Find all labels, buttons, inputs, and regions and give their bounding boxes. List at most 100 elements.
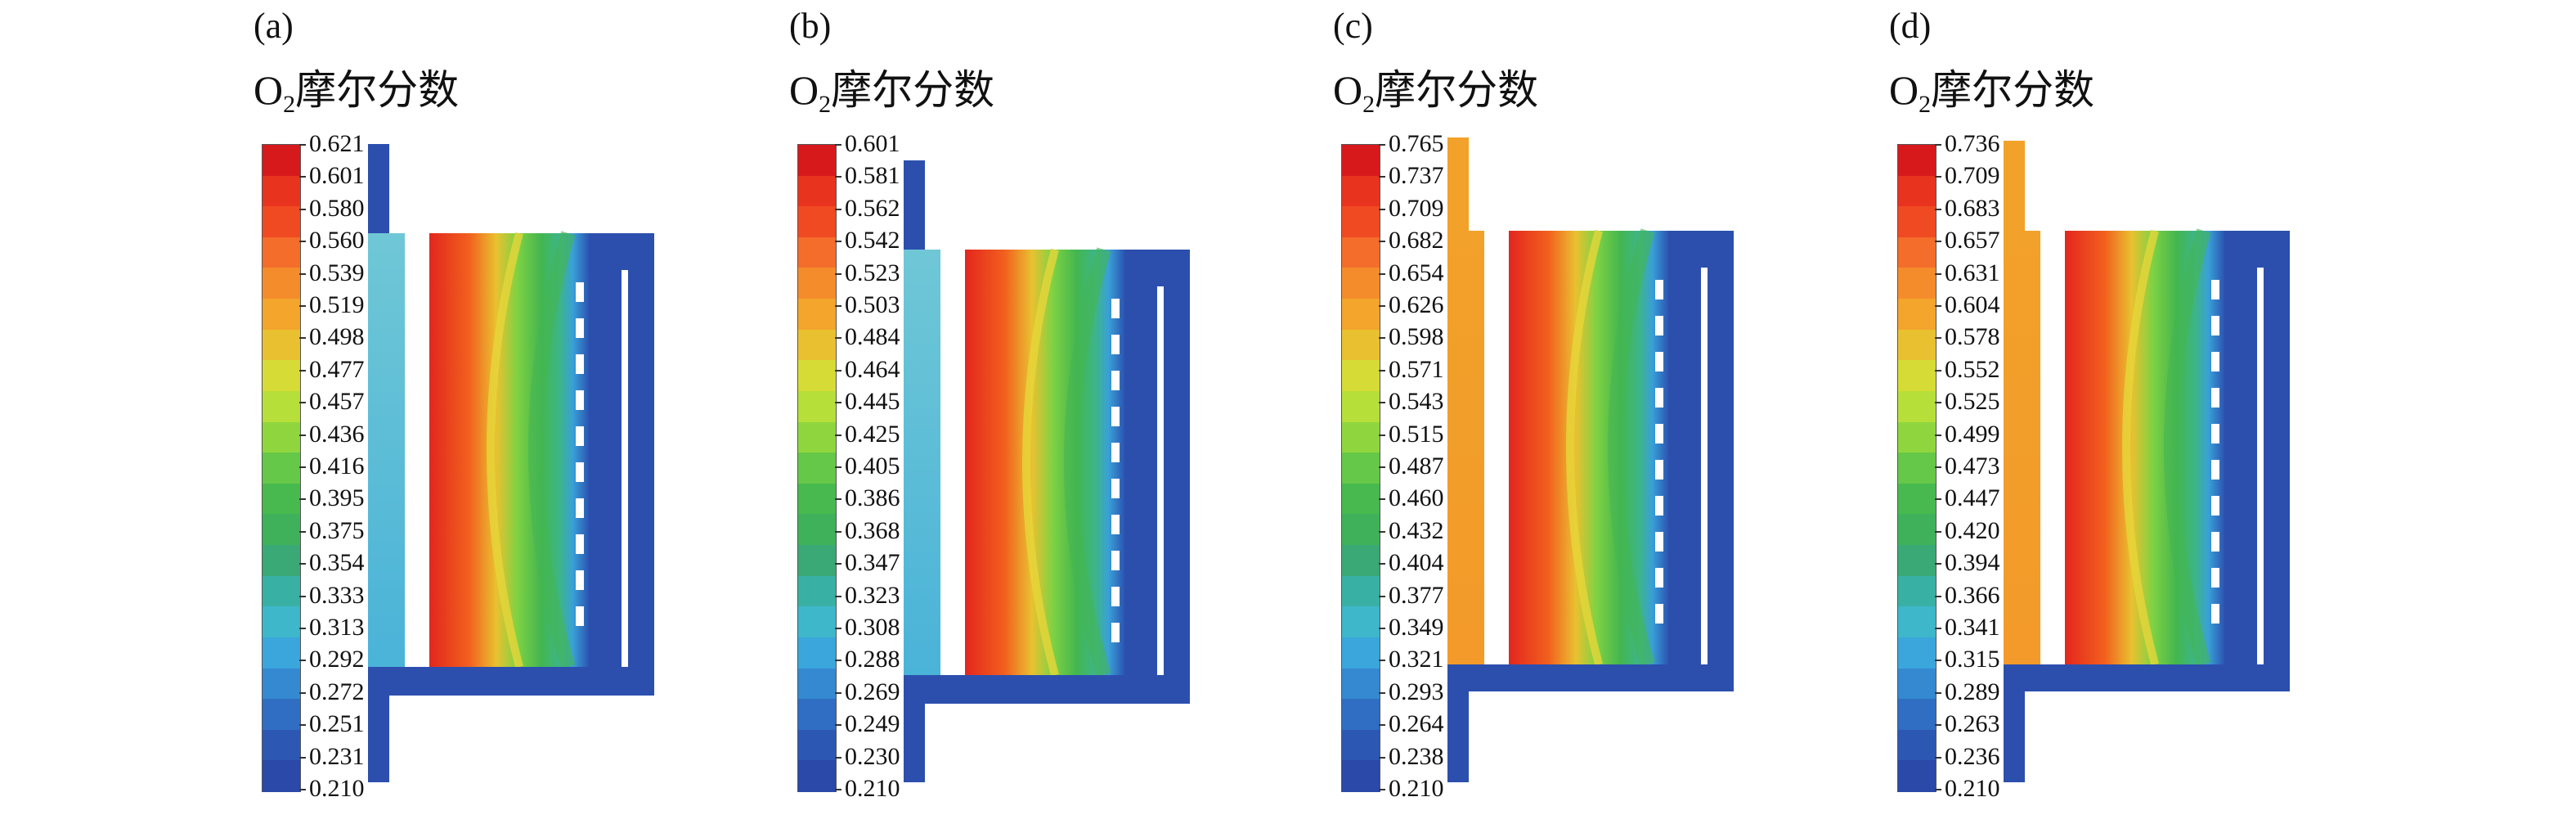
colorbar-segment [1898, 390, 1936, 423]
colorbar-tick-label: 0.552 [1945, 355, 2000, 383]
colorbar-tick-label: 0.578 [1945, 323, 2000, 351]
colorbar-tick-label: 0.436 [309, 420, 365, 448]
colorbar-segment [798, 236, 836, 269]
colorbar-title-d: O2摩尔分数 [1889, 57, 2094, 119]
title-text: 摩尔分数 [831, 67, 995, 113]
colorbar-tick-label: 0.236 [1945, 742, 2000, 770]
colorbar-tickmark [299, 305, 306, 307]
colorbar-segment [1342, 514, 1380, 547]
colorbar-tickmark [1379, 434, 1385, 436]
colorbar-segment [1898, 637, 1936, 669]
colorbar-tick-label: 0.210 [1945, 775, 2000, 802]
colorbar-segment [1898, 360, 1936, 392]
colorbar-tickmark [1935, 402, 1941, 404]
panel-label-b: (b) [789, 6, 832, 46]
colorbar-tick-label: 0.349 [1389, 614, 1444, 641]
panel-label-d: (d) [1889, 6, 1932, 46]
colorbar-tickmark [1379, 402, 1385, 404]
colorbar-tick-label: 0.503 [845, 291, 900, 318]
colorbar-title-c: O2摩尔分数 [1333, 57, 1538, 119]
colorbar-segment [1342, 299, 1380, 331]
colorbar-tick-label: 0.477 [309, 355, 365, 383]
colorbar-tickmark [835, 724, 841, 727]
colorbar-segment [1898, 606, 1936, 638]
colorbar-tickmark [1379, 498, 1385, 501]
colorbar-tickmark [1379, 337, 1385, 340]
colorbar-tickmark [835, 369, 841, 371]
domain-geometry-d [2004, 141, 2290, 782]
colorbar-tick-label: 0.238 [1389, 742, 1444, 770]
colorbar-tick-label: 0.251 [309, 710, 365, 738]
colorbar-tick-label: 0.249 [845, 710, 900, 738]
colorbar-tickmark [1935, 789, 1941, 790]
colorbar-segment [1898, 668, 1936, 700]
colorbar-tickmark [299, 402, 306, 404]
colorbar-c [1341, 144, 1380, 792]
colorbar-tickmark [1379, 241, 1385, 243]
colorbar-tick-label: 0.231 [309, 742, 365, 770]
colorbar-segment [1898, 483, 1936, 516]
colorbar-title-b: O2摩尔分数 [789, 57, 994, 119]
colorbar-tickmark [1935, 434, 1941, 436]
colorbar-tickmark [299, 369, 306, 371]
colorbar-tick-label: 0.263 [1945, 710, 2000, 738]
colorbar-segment [1898, 236, 1936, 269]
colorbar-tick-label: 0.416 [309, 453, 365, 480]
title-o: O [789, 67, 819, 113]
colorbar-segment [1898, 699, 1936, 731]
colorbar-segment [263, 206, 300, 238]
colorbar-segment [798, 699, 836, 731]
colorbar-tickmark [1935, 628, 1941, 629]
colorbar-segment [263, 145, 300, 177]
colorbar-tick-label: 0.631 [1945, 259, 2000, 286]
colorbar-segment [1898, 206, 1936, 238]
colorbar-tick-label: 0.654 [1389, 259, 1444, 286]
colorbar-segment [798, 514, 836, 547]
colorbar-tick-label: 0.581 [845, 162, 900, 190]
colorbar-tickmark [1935, 691, 1941, 694]
colorbar-tickmark [835, 789, 841, 790]
colorbar-tick-label: 0.394 [1945, 549, 2000, 577]
colorbar-tick-label: 0.736 [1945, 130, 2000, 157]
colorbar-tick-label: 0.333 [309, 581, 365, 609]
colorbar-tickmark [299, 756, 306, 759]
colorbar-tick-label: 0.405 [845, 453, 900, 480]
colorbar-tickmark [1379, 563, 1385, 565]
colorbar-tickmark [835, 691, 841, 694]
colorbar-tickmark [835, 498, 841, 501]
colorbar-tick-label: 0.308 [845, 614, 900, 641]
title-text: 摩尔分数 [1931, 67, 2095, 113]
colorbar-tickmark [299, 724, 306, 727]
colorbar-tickmark [299, 563, 306, 565]
panel-label-c: (c) [1333, 6, 1373, 46]
colorbar-segment [1342, 606, 1380, 638]
colorbar-segment [1898, 760, 1936, 792]
colorbar-tickmark [299, 176, 306, 178]
colorbar-tick-label: 0.737 [1389, 162, 1444, 190]
colorbar-tick-label: 0.210 [1389, 775, 1444, 802]
colorbar-segment [798, 545, 836, 577]
colorbar-tickmark [299, 272, 306, 275]
colorbar-tickmark [835, 756, 841, 759]
colorbar-tick-label: 0.765 [1389, 130, 1444, 157]
colorbar-tickmark [835, 272, 841, 275]
colorbar-segment [263, 390, 300, 423]
colorbar-tickmark [299, 498, 306, 501]
colorbar-segment [798, 206, 836, 238]
colorbar-segment [1342, 453, 1380, 484]
colorbar-segment [798, 637, 836, 669]
colorbar-segment [263, 236, 300, 269]
colorbar-tickmark [1935, 208, 1941, 210]
colorbar-tickmark [835, 337, 841, 340]
colorbar-tickmark [835, 530, 841, 533]
colorbar-a [262, 144, 301, 792]
colorbar-tick-label: 0.542 [845, 227, 900, 254]
colorbar-tick-label: 0.626 [1389, 291, 1444, 318]
colorbar-tick-label: 0.560 [309, 227, 365, 254]
panel-c: (c) O2摩尔分数 0.765 0.737 0.709 0.682 0.654 0.626 0… [1325, 0, 1766, 815]
colorbar-segment [263, 514, 300, 547]
colorbar-tick-label: 0.375 [309, 516, 365, 544]
domain-geometry-b [904, 160, 1190, 782]
colorbar-segment [263, 329, 300, 362]
colorbar-segment [1342, 145, 1380, 177]
